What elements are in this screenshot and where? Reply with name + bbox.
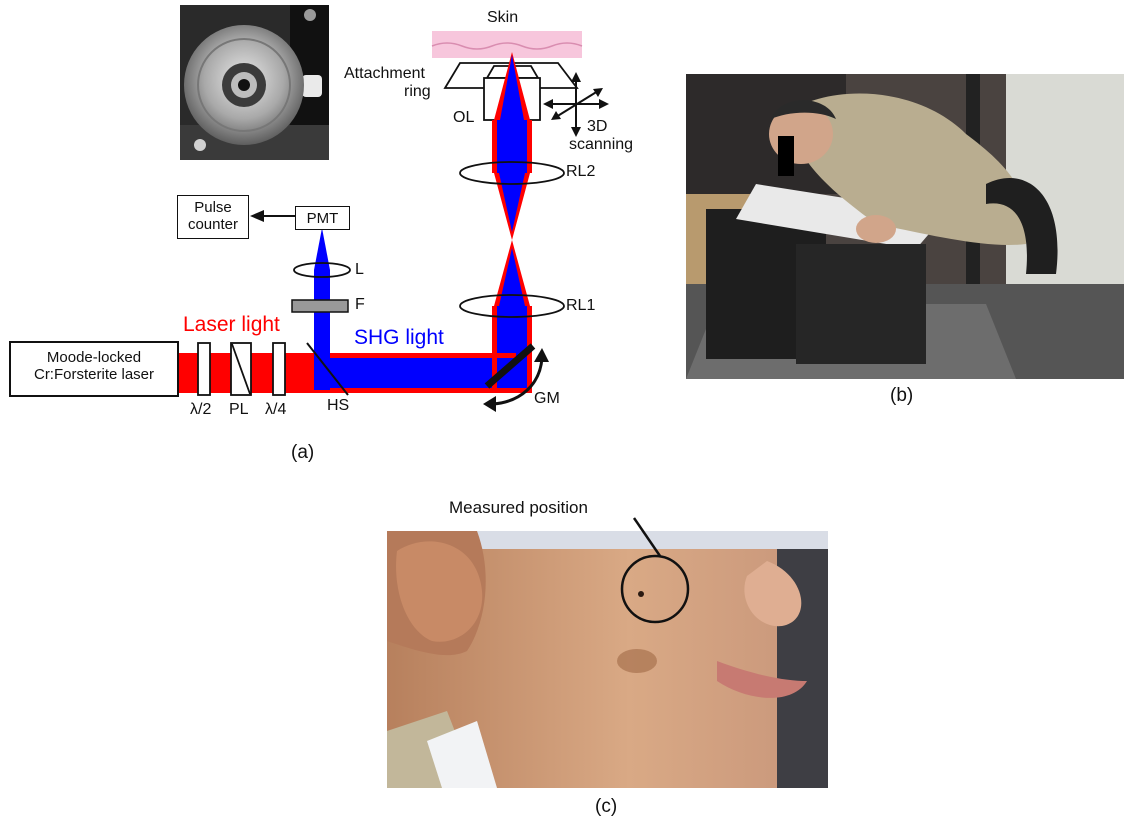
- half-wave-plate: [197, 342, 211, 396]
- relay-lens-2-label: RL2: [566, 163, 596, 180]
- relay-lens-1: [459, 294, 565, 318]
- quarter-wave-plate: [272, 342, 286, 396]
- relay-lens-2: [459, 161, 565, 185]
- shg-beam-to-filter: [314, 270, 330, 390]
- laser-source-line-1: Moode-locked: [46, 349, 142, 366]
- scan-axis-diagonal-head-top: [593, 88, 603, 97]
- shg-beam-cone-to-pmt: [314, 228, 330, 270]
- pmt-box: PMT: [295, 206, 350, 230]
- measured-position-label: Measured position: [449, 498, 588, 517]
- gm-arrow-head-bottom: [483, 396, 496, 412]
- measured-position-circle: [620, 554, 690, 624]
- scan-axis-horizontal-head-left: [543, 99, 553, 109]
- laser-light-label: Laser light: [183, 313, 280, 336]
- gm-rotation-arrow: [492, 357, 544, 406]
- shg-beam-lower: [497, 306, 527, 358]
- shg-beam-upper: [497, 120, 527, 173]
- measured-position-leader: [632, 517, 662, 557]
- laser-source-line-2: Cr:Forsterite laser: [33, 366, 155, 384]
- filter: [291, 299, 349, 313]
- measured-spot: [638, 591, 644, 597]
- pulse-counter-box: Pulse counter: [177, 195, 249, 239]
- face-photo: [387, 531, 828, 788]
- focus-cone-shg: [500, 55, 524, 120]
- harmonic-separator-label: HS: [327, 397, 350, 414]
- gm-corner-shg: [497, 358, 527, 388]
- pmt-label: PMT: [306, 210, 339, 227]
- objective-label: OL: [453, 109, 475, 126]
- lens-l: [293, 262, 351, 278]
- lens-l-label: L: [355, 261, 364, 278]
- panel-c-caption: (c): [595, 796, 618, 817]
- half-wave-label: λ/2: [190, 401, 212, 418]
- scan-axis-vertical-head-bottom: [571, 127, 581, 137]
- scanning-label-1: 3D: [587, 118, 608, 135]
- filter-label: F: [355, 296, 365, 313]
- harmonic-separator: [306, 342, 349, 396]
- skin-surface-wave: [431, 42, 583, 50]
- shg-beam-cross-top: [499, 173, 525, 232]
- polarizer-label: PL: [229, 401, 249, 418]
- scan-axis-vertical-head-top: [571, 72, 581, 82]
- shg-light-label: SHG light: [354, 326, 444, 349]
- panel-b-caption: (b): [890, 385, 914, 406]
- galvo-mirror-label: GM: [534, 390, 560, 407]
- attachment-ring-label-2: ring: [404, 83, 431, 100]
- gm-arrow-head-top: [534, 348, 549, 362]
- shg-beam-cross-bottom: [499, 248, 525, 306]
- galvo-mirror: [484, 343, 536, 389]
- pulse-counter-line-2: counter: [187, 216, 239, 234]
- scan-axis-diagonal-head-bottom: [551, 111, 561, 120]
- skin-label: Skin: [487, 9, 519, 26]
- scan-axis-horizontal-head-right: [599, 99, 609, 109]
- attachment-ring-photo: [180, 5, 329, 160]
- pulse-counter-line-1: Pulse: [194, 199, 232, 216]
- polarizer-diagonal: [231, 343, 251, 395]
- subject-photo: [686, 74, 1124, 379]
- shg-beam-horizontal: [321, 358, 511, 388]
- relay-lens-1-label: RL1: [566, 297, 596, 314]
- laser-source-box: Moode-locked Cr:Forsterite laser: [9, 341, 179, 397]
- panel-a-caption: (a): [291, 442, 315, 463]
- scanning-label-2: scanning: [569, 136, 634, 153]
- pmt-to-counter-arrowhead: [250, 210, 264, 222]
- scan-axis-diagonal: [555, 90, 599, 118]
- quarter-wave-label: λ/4: [265, 401, 287, 418]
- attachment-ring-label-1: Attachment: [344, 65, 425, 82]
